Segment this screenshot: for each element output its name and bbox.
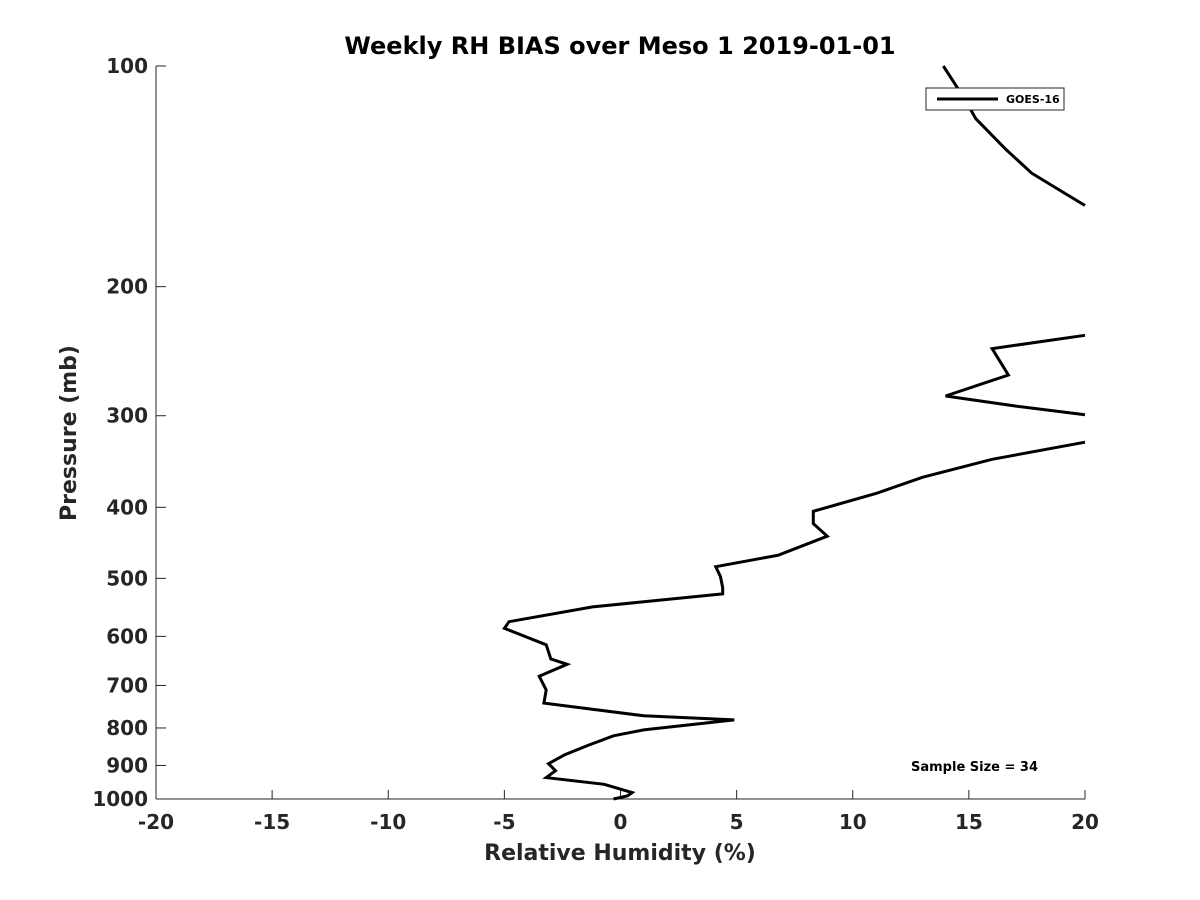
y-tick-label: 1000 (92, 787, 148, 811)
y-tick-label: 300 (106, 404, 148, 428)
y-tick-label: 800 (106, 716, 148, 740)
series-line-goes-16 (945, 333, 1086, 417)
sample-size-annotation: Sample Size = 34 (911, 760, 1038, 775)
y-tick-label: 900 (106, 753, 148, 777)
x-tick-label: 20 (1071, 810, 1099, 834)
x-tick-label: 0 (614, 810, 628, 834)
legend: GOES-16 (925, 87, 1065, 111)
x-tick-label: 10 (839, 810, 867, 834)
y-tick-label: 500 (106, 566, 148, 590)
legend-label-goes-16: GOES-16 (1006, 93, 1060, 106)
x-tick-label: -15 (254, 810, 290, 834)
y-tick-label: 600 (106, 624, 148, 648)
chart-title: Weekly RH BIAS over Meso 1 2019-01-01 (344, 32, 895, 60)
x-tick-label: -20 (138, 810, 174, 834)
y-tick-label: 200 (106, 275, 148, 299)
y-ticks: 100 200 300 400 500 600 700 800 900 1000 (92, 54, 166, 811)
y-axis-title: Pressure (mb) (57, 345, 82, 521)
y-tick-label: 400 (106, 495, 148, 519)
x-tick-label: 15 (955, 810, 983, 834)
y-tick-label: 700 (106, 673, 148, 697)
x-axis-title: Relative Humidity (%) (484, 841, 756, 866)
x-tick-label: -10 (370, 810, 406, 834)
x-tick-label: -5 (493, 810, 515, 834)
y-tick-label: 100 (106, 54, 148, 78)
x-tick-label: 5 (730, 810, 744, 834)
series-line-goes-16 (502, 440, 1086, 801)
x-ticks: -20 -15 -10 -5 0 5 10 15 20 (138, 790, 1099, 834)
